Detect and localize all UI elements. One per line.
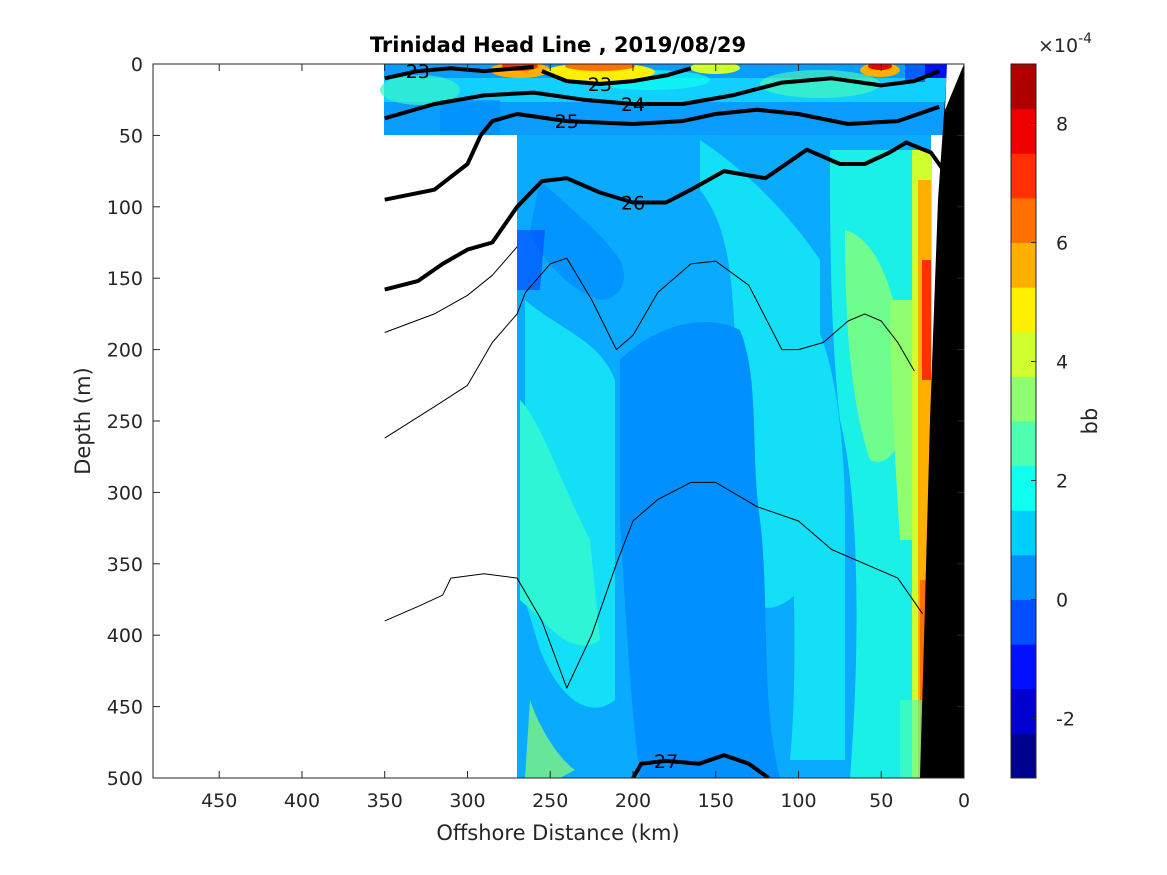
y-tick-label: 250 [107,411,143,433]
contour-label: 26 [621,193,645,215]
colorbar-segment [1011,554,1036,600]
colorbar-segment [1011,599,1036,645]
colorbar-segment [1011,465,1036,511]
colorbar-tick-label: 8 [1056,114,1068,136]
colorbar-segment [1011,108,1036,154]
colorbar-segment [1011,733,1036,779]
contour-label: 23 [588,74,612,96]
x-tick-label: 200 [615,790,651,812]
x-tick-label: 0 [958,790,970,812]
colorbar-frame [1010,63,1037,779]
colorbar-segment [1011,197,1036,243]
y-tick-label: 450 [107,697,143,719]
colorbar-segment [1011,376,1036,422]
x-axis: 450 400 350 300 250 200 150 100 50 0 [201,64,970,812]
colorbar-segment [1011,242,1036,288]
y-tick-label: 200 [107,340,143,362]
contour-line [384,69,940,121]
contour-label: 27 [654,751,678,773]
y-tick-label: 50 [119,125,143,147]
x-tick-label: 350 [367,790,403,812]
colorbar-segment [1011,64,1036,110]
x-tick-label: 150 [698,790,734,812]
contour-line [384,140,946,292]
x-tick-label: 400 [284,790,320,812]
contour-line [631,753,770,778]
contour-line [541,66,692,86]
colorbar-exponent: ×10-4 [1038,31,1092,57]
contour-label: 25 [555,111,579,133]
y-tick-label: 300 [107,482,143,504]
contour-line [384,246,518,333]
y-axis: 0 50 100 150 200 250 300 350 400 450 500 [107,54,964,790]
x-tick-label: 250 [532,790,568,812]
y-axis-label: Depth (m) [71,367,95,474]
colorbar-tick-label: 2 [1056,471,1068,493]
colorbar-tick-label: -2 [1056,709,1075,731]
colorbar-segment [1011,287,1036,333]
contour-layer: 23 23 24 25 26 27 [384,61,946,778]
colorbar-segment [1011,644,1036,690]
surface-box-field [380,64,947,135]
bathymetry-sliver [945,64,964,110]
colorbar-segment [1011,510,1036,556]
x-tick-label: 450 [201,790,237,812]
colorbar: -2 0 2 4 6 8 [1010,63,1075,779]
field-layer [380,64,964,778]
y-tick-label: 150 [107,268,143,290]
contour-line [384,481,924,689]
colorbar-tick-label: 6 [1056,233,1068,255]
colorbar-label: bb [1078,408,1102,435]
y-tick-label: 400 [107,625,143,647]
x-axis-label: Offshore Distance (km) [436,821,679,845]
colorbar-segment [1011,153,1036,199]
colorbar-tick-label: 4 [1056,352,1068,374]
y-tick-label: 0 [131,54,143,76]
x-tick-label: 50 [869,790,893,812]
y-tick-label: 350 [107,554,143,576]
contour-line [384,104,940,202]
bathymetry-mask [920,64,964,778]
main-section-field [517,135,932,778]
x-tick-label: 100 [780,790,816,812]
contour-label: 24 [621,94,645,116]
y-tick-label: 100 [107,197,143,219]
colorbar-tick-label: 0 [1056,590,1068,612]
y-tick-label: 500 [107,768,143,790]
x-tick-label: 300 [449,790,485,812]
contour-line [384,257,915,439]
contour-label: 23 [406,61,430,83]
colorbar-segment [1011,331,1036,377]
colorbar-segment [1011,688,1036,734]
chart-title: Trinidad Head Line , 2019/08/29 [370,33,746,57]
colorbar-segment [1011,421,1036,467]
contour-line [384,64,534,81]
